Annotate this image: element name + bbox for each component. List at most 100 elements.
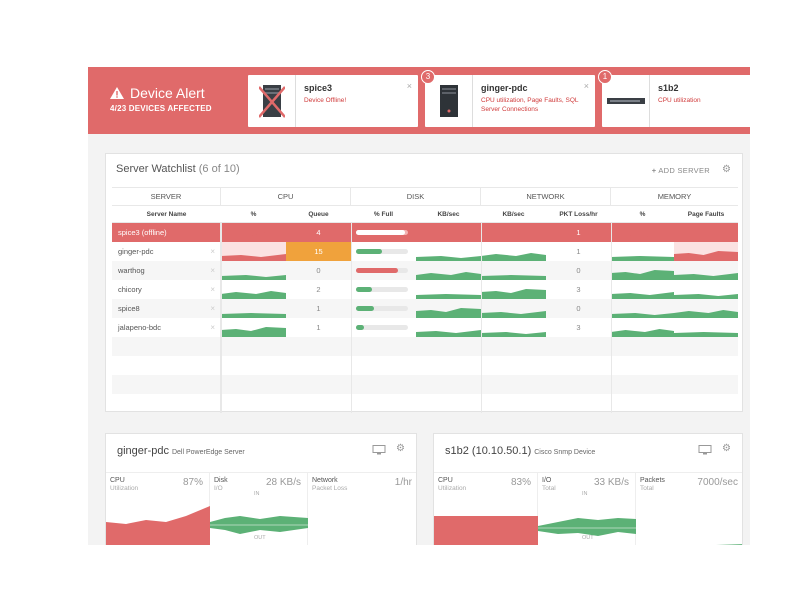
column-header[interactable]: Server Name [146,211,187,218]
packet-loss-value: 1 [576,228,581,237]
group-header-memory: MEMORY [657,192,692,201]
disk-full-bar-fill [356,230,406,235]
table-row[interactable]: jalapeno-bdc × 1 3 [112,318,738,337]
network-chart [308,504,417,545]
sparkline [674,280,738,299]
disk-full-cell [351,223,416,242]
server-name-cell[interactable]: chicory × [112,280,221,299]
device-alert-summary[interactable]: Device Alert 4/23 DEVICES AFFECTED [88,67,252,134]
sparkline [416,299,481,318]
device-name: ginger-pdc [117,445,169,457]
sparkline [221,242,286,261]
metric-label: CPU [438,477,453,484]
sparkline [481,299,546,318]
metric-io: I/O Total 33 KB/s IN OUT [538,472,636,545]
empty-table-row [112,356,738,375]
server-name-cell[interactable]: ginger-pdc × [112,242,221,261]
add-server-button[interactable]: + ADD SERVER [652,166,710,175]
column-header[interactable]: % [250,211,257,218]
detail-card-s1b2[interactable]: s1b2 (10.10.50.1) Cisco Snmp Device ⚙ CPU… [433,433,743,545]
disk-full-bar [356,287,408,292]
monitor-icon[interactable] [372,445,386,455]
table-row[interactable]: warthog × 0 0 [112,261,738,280]
server-name-cell[interactable]: warthog × [112,261,221,280]
close-icon[interactable]: × [210,247,215,256]
alert-subtitle: 4/23 DEVICES AFFECTED [110,104,212,113]
table-cell [112,394,221,413]
device-type: Dell PowerEdge Server [171,449,245,456]
server-name-cell[interactable]: jalapeno-bdc × [112,318,221,337]
alert-card-spice3[interactable]: spice3 Device Offline! × [248,75,418,127]
metric-packets: Packets Total 7000/sec [636,472,742,545]
watchlist-count: (6 of 10) [198,163,240,175]
server-tower-icon [425,75,473,127]
cpu-queue-value: 0 [316,266,321,275]
gear-icon[interactable]: ⚙ [722,164,731,175]
table-row[interactable]: spice3 (offline) 4 1 [112,223,738,242]
gear-icon[interactable]: ⚙ [396,443,405,454]
sparkline [481,280,546,299]
column-header[interactable]: Queue [308,211,329,218]
column-divider [351,223,352,413]
metric-sublabel: Total [542,485,556,492]
alert-count-badge: 1 [598,70,612,84]
server-name-cell[interactable]: spice8 × [112,299,221,318]
monitor-icon[interactable] [698,445,712,455]
sparkline [481,261,546,280]
column-header[interactable]: KB/sec [502,211,525,218]
table-row[interactable]: ginger-pdc × 15 1 [112,242,738,261]
warning-icon [110,87,124,99]
sparkline [611,261,674,280]
disk-full-bar [356,325,408,330]
close-icon[interactable]: × [210,285,215,294]
disk-full-cell [351,261,416,280]
detail-card-ginger-pdc[interactable]: ginger-pdc Dell PowerEdge Server ⚙ CPU Ut… [105,433,417,545]
column-header[interactable]: % Full [373,211,394,218]
server-watchlist: Server Watchlist (6 of 10) + ADD SERVER … [105,153,743,413]
disk-full-bar-fill [356,325,364,330]
metric-label: Disk [214,477,228,484]
server-name: warthog [118,266,145,275]
metric-value: 1/hr [394,477,412,488]
disk-full-bar-fill [356,306,375,311]
close-icon[interactable]: × [583,81,589,91]
metric-sublabel: Utilization [438,485,467,492]
metric-sublabel: I/O [214,485,223,492]
alert-card-s1b2[interactable]: 1 s1b2 CPU utilization [598,70,750,127]
close-icon[interactable]: × [210,266,215,275]
watchlist-table: SERVER CPU DISK NETWORK MEMORY Server Na… [112,187,738,413]
close-icon[interactable]: × [210,323,215,332]
column-divider [481,223,482,413]
disk-full-cell [351,318,416,337]
table-row[interactable]: chicory × 2 3 [112,280,738,299]
column-header[interactable]: PKT Loss/hr [559,211,598,218]
server-name: jalapeno-bdc [118,323,161,332]
column-header[interactable]: KB/sec [437,211,460,218]
server-name-cell[interactable]: spice3 (offline) [112,223,221,242]
metric-value: 87% [182,477,203,488]
metric-sublabel: Total [640,485,654,492]
sparkline [221,280,286,299]
metric-sublabel: Packet Loss [312,485,348,492]
packet-loss-value: 3 [576,323,581,332]
alert-title: Device Alert [130,85,205,101]
column-header[interactable]: % [639,211,646,218]
cpu-queue-value: 1 [316,304,321,313]
close-icon[interactable]: × [210,304,215,313]
sparkline [481,318,546,337]
cpu-queue-value: 4 [316,228,321,237]
server-name: chicory [118,285,142,294]
column-divider [611,223,612,413]
table-row[interactable]: spice8 × 1 0 [112,299,738,318]
sparkline [416,280,481,299]
alert-card-ginger-pdc[interactable]: 3 ginger-pdc CPU utilization, Page Fault… [421,70,595,127]
metric-label: Network [312,477,338,484]
sparkline [611,223,674,242]
table-cell [112,375,221,394]
column-header[interactable]: Page Faults [687,211,725,218]
close-icon[interactable]: × [406,81,412,91]
column-header-row: Server Name % Queue % Full KB/sec KB/sec… [112,205,738,223]
empty-table-row [112,394,738,413]
gear-icon[interactable]: ⚙ [722,443,731,454]
cpu-queue-value: 2 [316,285,321,294]
